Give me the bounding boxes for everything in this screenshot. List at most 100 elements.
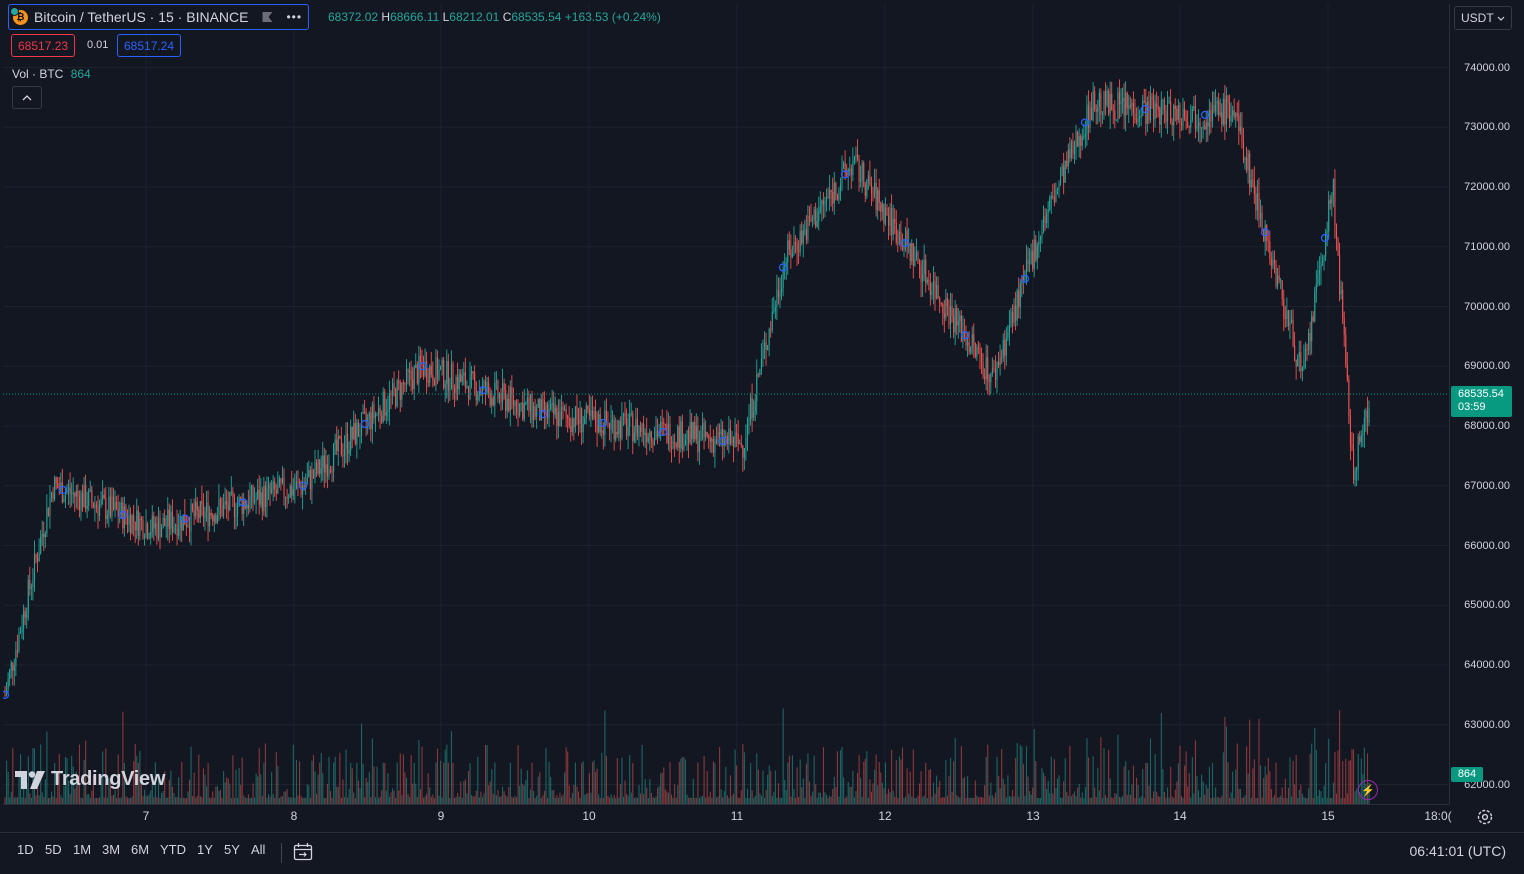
event-marker[interactable] xyxy=(360,419,370,429)
event-marker[interactable] xyxy=(180,514,190,523)
range-button-1y[interactable]: 1Y xyxy=(197,842,213,857)
candle xyxy=(477,390,479,405)
chart-pane[interactable] xyxy=(3,4,1449,804)
candle xyxy=(742,444,744,472)
candle xyxy=(613,415,615,451)
range-button-ytd[interactable]: YTD xyxy=(160,842,186,857)
candle xyxy=(757,372,759,378)
collapse-legend-button[interactable] xyxy=(12,86,42,109)
candle xyxy=(1033,230,1035,278)
volume-bar xyxy=(1013,796,1015,804)
buy-price-button[interactable]: 68517.24 xyxy=(117,34,182,57)
event-marker[interactable] xyxy=(298,481,308,490)
candle xyxy=(511,375,513,410)
event-marker[interactable] xyxy=(58,485,68,495)
volume-bar xyxy=(1008,796,1010,804)
range-button-1m[interactable]: 1M xyxy=(73,842,92,857)
volume-bar xyxy=(1260,765,1262,804)
candle xyxy=(1343,311,1345,347)
candle xyxy=(1260,199,1262,228)
range-button-5y[interactable]: 5Y xyxy=(224,842,240,857)
event-marker[interactable] xyxy=(1200,110,1210,120)
volume-legend[interactable]: Vol · BTC 864 xyxy=(12,67,91,81)
volume-bar xyxy=(1304,797,1307,804)
candle xyxy=(373,396,375,424)
volume-bar xyxy=(660,773,662,804)
utc-clock[interactable]: 06:41:01 (UTC) xyxy=(1409,843,1506,859)
volume-bar xyxy=(799,759,801,804)
volume-bar xyxy=(1325,762,1327,804)
candle xyxy=(294,473,296,504)
candle xyxy=(559,399,561,427)
range-button-3m[interactable]: 3M xyxy=(102,842,121,857)
volume-bar xyxy=(68,780,70,804)
sell-price-button[interactable]: 68517.23 xyxy=(11,34,76,57)
currency-select[interactable]: USDT xyxy=(1454,6,1512,30)
time-axis[interactable]: 7 8 9 10 11 12 13 14 15 18:0( xyxy=(3,804,1452,829)
event-marker[interactable] xyxy=(658,427,668,437)
volume-bar xyxy=(89,797,91,804)
event-marker[interactable] xyxy=(778,263,788,272)
range-button-all[interactable]: All xyxy=(251,842,266,857)
lightning-icon[interactable]: ⚡ xyxy=(1358,780,1378,800)
candle xyxy=(1036,242,1038,270)
volume-bar xyxy=(1359,792,1361,804)
event-marker[interactable] xyxy=(3,690,10,700)
event-marker[interactable] xyxy=(1260,228,1270,237)
volume-bar xyxy=(931,796,933,804)
event-marker[interactable] xyxy=(840,170,850,179)
candle xyxy=(1143,88,1145,104)
symbol-legend[interactable]: ₿ Bitcoin / TetherUS · 15 · BINANCE ••• xyxy=(8,4,310,30)
range-button-5d[interactable]: 5D xyxy=(45,842,62,857)
volume-bar xyxy=(1263,778,1265,804)
candle xyxy=(464,357,466,394)
volume-bar xyxy=(767,775,769,804)
candle xyxy=(257,478,259,501)
flag-icon[interactable] xyxy=(262,12,273,22)
candle xyxy=(381,410,383,425)
event-marker[interactable] xyxy=(960,331,970,340)
event-marker[interactable] xyxy=(1080,118,1090,127)
volume-bar xyxy=(543,790,545,804)
more-icon[interactable]: ••• xyxy=(286,10,303,24)
volume-bar xyxy=(836,751,838,804)
tradingview-logo[interactable]: TradingView xyxy=(15,768,165,791)
settings-gear-icon[interactable] xyxy=(1475,807,1495,827)
candle xyxy=(565,403,567,428)
volume-bar xyxy=(24,797,26,804)
candle xyxy=(123,496,125,537)
candle xyxy=(286,488,288,509)
chart-canvas[interactable] xyxy=(3,4,1449,804)
symbol-title[interactable]: Bitcoin / TetherUS · 15 · BINANCE xyxy=(34,9,249,25)
volume-bar xyxy=(111,795,113,804)
event-marker[interactable] xyxy=(118,510,128,520)
candle xyxy=(1188,125,1190,135)
range-button-1d[interactable]: 1D xyxy=(17,842,34,857)
volume-bar xyxy=(128,797,130,804)
event-marker[interactable] xyxy=(718,436,728,446)
candle xyxy=(179,509,181,542)
range-button-6m[interactable]: 6M xyxy=(131,842,150,857)
event-marker[interactable] xyxy=(1320,233,1330,243)
logo-text: TradingView xyxy=(51,768,166,790)
event-marker[interactable] xyxy=(900,238,910,248)
volume-bar xyxy=(474,796,476,804)
event-marker[interactable] xyxy=(538,409,548,419)
event-marker[interactable] xyxy=(1020,274,1030,283)
candle xyxy=(698,430,700,465)
candle xyxy=(94,495,96,522)
volume-bar xyxy=(1106,797,1108,804)
candle xyxy=(339,435,341,440)
candle xyxy=(1204,119,1206,131)
candle xyxy=(703,417,705,450)
candle xyxy=(812,215,814,228)
go-to-date-icon[interactable] xyxy=(292,841,314,863)
volume-bar xyxy=(185,797,187,804)
event-marker[interactable] xyxy=(238,498,248,507)
candle xyxy=(616,419,618,438)
event-marker[interactable] xyxy=(1140,104,1150,114)
volume-bar xyxy=(415,783,417,804)
event-marker[interactable] xyxy=(598,418,608,428)
volume-bar xyxy=(1140,796,1142,804)
event-marker[interactable] xyxy=(418,362,428,371)
